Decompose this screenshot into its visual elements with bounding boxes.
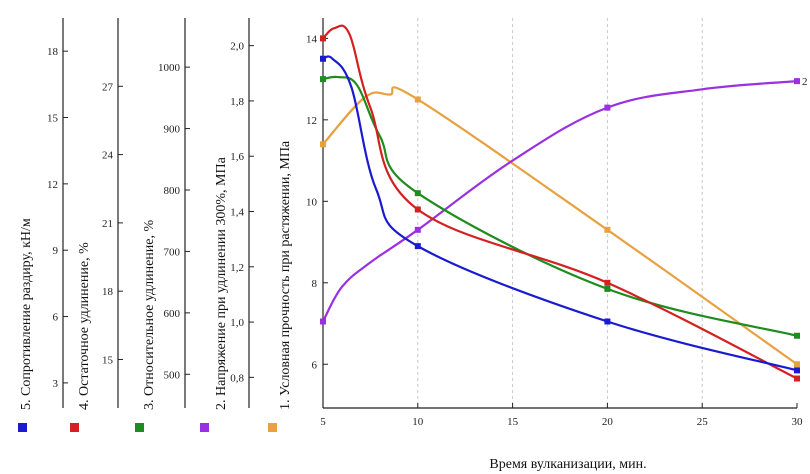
secondary-y-tick-label: 24: [102, 150, 114, 162]
secondary-y-tick-label: 600: [164, 308, 181, 320]
secondary-y-tick-label: 15: [102, 354, 114, 366]
secondary-y-tick-label: 1,0: [230, 317, 244, 329]
primary-y-axis-label: 1. Условная прочность при растяжении, МП…: [278, 140, 293, 410]
legend-swatch-4: [70, 423, 79, 432]
data-point-3: [604, 285, 611, 292]
secondary-y-tick-label: 1000: [158, 62, 181, 74]
secondary-axes-group: 0,8 1,0 1,2 1,4 1,6 1,8 2,0 2. Напряжение при у…: [19, 18, 254, 410]
secondary-y-tick-label: 9: [53, 245, 59, 257]
x-tick-label: 30: [792, 416, 804, 428]
secondary-y-tick-label: 18: [102, 286, 114, 298]
grid-lines: [417, 18, 703, 408]
secondary-y-tick-label: 1,6: [230, 151, 244, 163]
secondary-y-tick-label: 700: [164, 246, 181, 258]
series-line-5: [322, 55, 798, 372]
legend-swatch-3: [135, 423, 144, 432]
primary-y-tick-label: 12: [306, 115, 317, 127]
series-line-3: [322, 75, 798, 337]
data-point-1: [794, 361, 800, 368]
x-tick-label: 20: [602, 416, 614, 428]
data-point-2: [604, 104, 611, 111]
data-point-4: [604, 279, 611, 286]
x-tick-label: 5: [320, 416, 326, 428]
legend-markers: [18, 423, 277, 432]
data-point-3: [414, 190, 421, 197]
secondary-y-tick-label: 12: [47, 179, 58, 191]
data-point-5: [414, 243, 421, 250]
plot-frame: 6 8 10 12 14 1. Условная прочность при растяж…: [278, 18, 803, 428]
legend-swatch-2: [200, 423, 209, 432]
data-point-2: [414, 226, 421, 233]
secondary-y-tick-label: 3: [53, 378, 59, 390]
legend-swatch-1: [268, 423, 277, 432]
data-point-1: [320, 141, 326, 148]
primary-y-tick-label: 6: [312, 359, 318, 371]
secondary-y-tick-label: 1,4: [230, 207, 244, 219]
data-point-1: [414, 96, 421, 103]
x-tick-label: 10: [412, 416, 424, 428]
secondary-y-axis-label: 4. Остаточное удлинение, %: [77, 242, 92, 410]
data-point-5: [794, 367, 800, 374]
secondary-y-tick-label: 18: [47, 46, 59, 58]
data-point-1: [604, 226, 611, 233]
secondary-y-tick-label: 0,8: [230, 372, 244, 384]
secondary-y-tick-label: 6: [53, 312, 59, 324]
data-point-3: [794, 332, 800, 339]
secondary-y-tick-label: 2,0: [230, 41, 244, 53]
x-tick-label: 15: [507, 416, 519, 428]
secondary-y-tick-label: 900: [164, 124, 181, 136]
x-axis-label: Время вулканизации, мин.: [489, 457, 646, 472]
secondary-y-tick-label: 500: [164, 369, 181, 381]
secondary-y-tick-label: 27: [102, 81, 114, 93]
series-line-2: [322, 80, 798, 323]
data-point-5: [604, 318, 611, 325]
series-group: 2: [320, 24, 808, 382]
data-point-4: [320, 35, 326, 42]
data-point-2: [320, 318, 326, 325]
series-line-1: [322, 86, 798, 366]
primary-y-tick-label: 10: [306, 196, 318, 208]
secondary-y-axis-label: 3. Относительное удлинение, %: [142, 220, 157, 410]
primary-y-tick-label: 8: [312, 278, 318, 290]
series-line-4: [322, 24, 798, 380]
legend-swatch-5: [18, 423, 27, 432]
data-point-5: [320, 55, 326, 62]
secondary-y-tick-label: 1,2: [230, 262, 244, 274]
data-point-4: [794, 375, 800, 382]
data-point-2: [794, 78, 800, 85]
series-end-label: 2: [802, 76, 808, 88]
data-point-3: [320, 76, 326, 83]
secondary-y-tick-label: 800: [164, 185, 181, 197]
secondary-y-tick-label: 15: [47, 113, 59, 125]
primary-y-tick-label: 14: [306, 33, 318, 45]
secondary-y-axis-label: 2. Напряжение при удлинении 300%, МПа: [214, 156, 229, 410]
data-point-4: [414, 206, 421, 213]
x-tick-label: 25: [697, 416, 709, 428]
secondary-y-axis-label: 5. Сопротивление раздиру, кН/м: [19, 218, 34, 410]
secondary-y-tick-label: 1,8: [230, 96, 244, 108]
secondary-y-tick-label: 21: [102, 218, 113, 230]
